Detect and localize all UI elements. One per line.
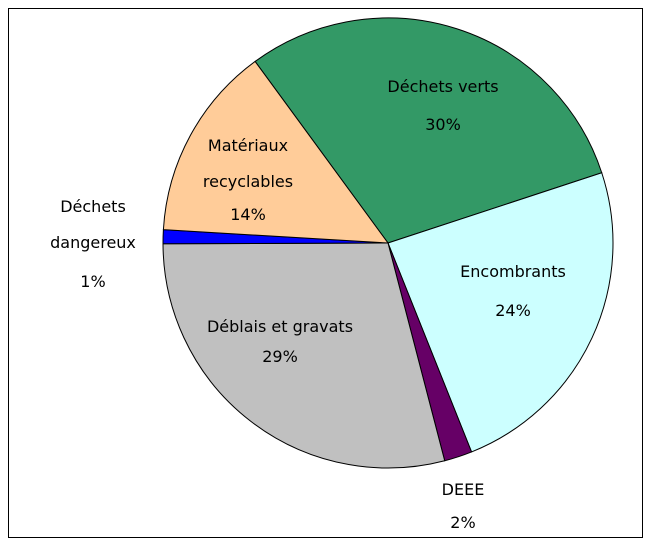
slice-label: DEEE: [441, 480, 485, 499]
pie-slice: [254, 17, 603, 244]
slice-label: Déchets verts: [387, 77, 499, 96]
pie-slice: [387, 172, 614, 453]
slice-value-label: 1%: [80, 272, 106, 291]
slice-value-label: 2%: [450, 513, 476, 532]
slice-label: Encombrants: [460, 262, 566, 281]
pie-slice: [162, 242, 446, 469]
slice-label: Déchets dangereux: [50, 197, 136, 252]
slice-value-label: 24%: [495, 301, 531, 320]
pie-slice: [162, 60, 390, 244]
slice-value-label: 14%: [230, 205, 266, 224]
slice-label: Déblais et gravats: [206, 317, 354, 336]
slice-value-label: 30%: [425, 115, 461, 134]
slice-value-label: 29%: [262, 347, 298, 366]
slice-label: Matériaux recyclables: [202, 136, 294, 191]
